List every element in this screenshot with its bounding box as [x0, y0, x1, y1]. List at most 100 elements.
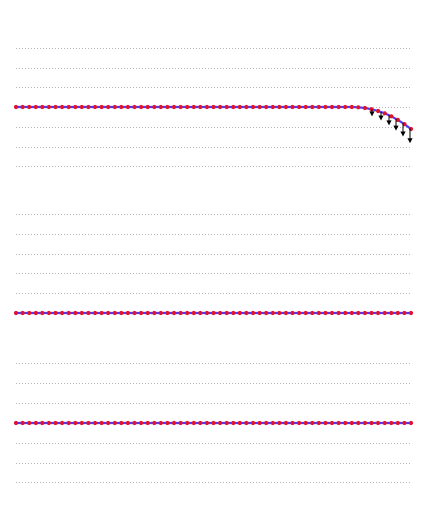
strand-node [290, 420, 295, 426]
strand-node [204, 104, 209, 110]
strand-node [125, 104, 130, 110]
strand-node [73, 104, 78, 110]
strand-node [185, 310, 190, 316]
strand-node [99, 420, 104, 426]
strand-node [178, 310, 183, 316]
strand-node [40, 420, 45, 426]
strand-node [310, 420, 315, 426]
strand-node [231, 310, 236, 316]
strand-node [211, 420, 216, 426]
strand-node [13, 310, 19, 316]
strand-node [99, 310, 104, 316]
strand-node [362, 310, 367, 316]
strand-node [185, 104, 190, 110]
strand-node [46, 104, 52, 110]
strand-node [27, 104, 32, 110]
strand-node [92, 420, 98, 426]
strand-node [369, 420, 374, 426]
strand-node [53, 104, 58, 110]
strand-node [106, 104, 111, 110]
strand-node [171, 104, 177, 110]
strand-node [152, 310, 157, 316]
strand-node [92, 104, 98, 110]
strand-line [16, 105, 412, 130]
strand-node [389, 114, 394, 119]
strand-node [402, 310, 407, 316]
strand-node [66, 104, 71, 110]
strand-node [277, 420, 282, 426]
strand-node [376, 108, 381, 114]
strand-node [139, 420, 144, 426]
strand-node [171, 420, 177, 426]
group-2-strand [13, 310, 414, 316]
strand-node [158, 420, 163, 426]
strand-node [79, 420, 84, 426]
strand-node [297, 104, 302, 110]
strand-node [132, 310, 137, 316]
strand-node [198, 420, 203, 426]
strand-node [139, 310, 144, 316]
arrow-head [400, 131, 406, 137]
strand-node [362, 420, 367, 426]
strand-node [92, 310, 98, 316]
strand-node [145, 310, 150, 316]
strand-node [303, 104, 308, 110]
strand-node [185, 420, 190, 426]
strand-node [231, 104, 236, 110]
strand-node [237, 104, 242, 110]
strand-node [389, 420, 394, 426]
strand-node [119, 420, 124, 426]
strand-node [60, 420, 65, 426]
strand-node [73, 310, 78, 316]
strand-node [171, 310, 177, 316]
strand-node [66, 420, 71, 426]
strand-node [303, 310, 308, 316]
strand-node [323, 104, 328, 110]
strand-node [329, 104, 335, 110]
strand-node [257, 310, 262, 316]
strand-node [323, 310, 328, 316]
strand-node [145, 104, 150, 110]
strand-node [270, 420, 275, 426]
strand-node [191, 310, 196, 316]
strand-node [60, 104, 65, 110]
strand-node [277, 104, 282, 110]
strand-node [145, 420, 150, 426]
arrow-head [378, 115, 384, 121]
strand-node [106, 310, 111, 316]
strand-node [402, 420, 407, 426]
arrow-head [386, 120, 392, 126]
strand-node [27, 310, 32, 316]
strand-node [382, 310, 387, 316]
strand-node [343, 104, 348, 110]
strand-node [224, 104, 229, 110]
strand-node [356, 310, 361, 316]
strand-node [297, 310, 302, 316]
strand-node [46, 420, 52, 426]
strand-node [257, 104, 262, 110]
strand-node [119, 310, 124, 316]
strand-node [33, 104, 38, 110]
strand-node [53, 310, 58, 316]
strand-node [33, 420, 38, 426]
strand-node [13, 104, 19, 110]
strand-node [99, 104, 104, 110]
strand-node [139, 104, 144, 110]
strand-node [316, 420, 321, 426]
strand-node [165, 104, 170, 110]
arrow-head [393, 125, 399, 131]
strand-node [250, 310, 256, 316]
strand-node [349, 420, 354, 426]
strand-node [211, 104, 216, 110]
strand-node [283, 420, 288, 426]
strand-node [376, 310, 381, 316]
strand-node [237, 310, 242, 316]
strand-node [27, 420, 32, 426]
guide-lines-layer [16, 48, 411, 483]
strand-node [125, 310, 130, 316]
strand-node [20, 310, 25, 316]
strand-node [369, 310, 374, 316]
strand-node [283, 310, 288, 316]
strand-node [224, 310, 229, 316]
